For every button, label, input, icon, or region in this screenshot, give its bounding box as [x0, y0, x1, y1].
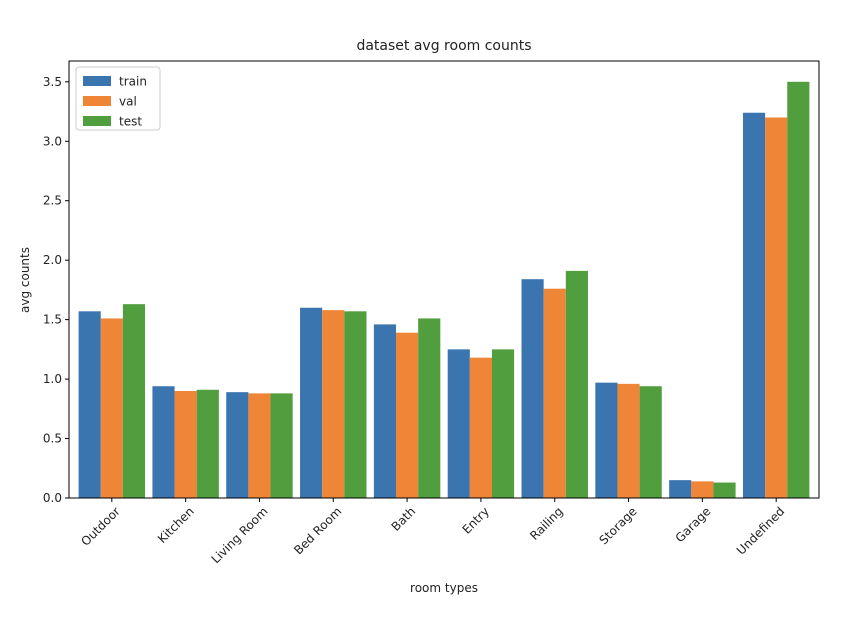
bar-train-storage: [595, 382, 618, 498]
bar-train-garage: [669, 480, 692, 498]
legend-label-test: test: [119, 115, 142, 129]
bar-test-kitchen: [196, 389, 219, 498]
bar-val-outdoor: [100, 318, 123, 498]
bar-test-garage: [713, 482, 736, 498]
bar-train-bed-room: [300, 307, 323, 498]
bar-test-railing: [565, 270, 588, 498]
bar-train-bath: [373, 324, 397, 498]
bar-val-entry: [469, 357, 492, 498]
y-tick-label: 0.5: [43, 432, 62, 446]
legend-label-val: val: [119, 95, 137, 109]
x-tick-label: Outdoor: [78, 504, 123, 549]
bar-test-living-room: [270, 393, 293, 498]
x-tick-label: Living Room: [209, 504, 271, 566]
legend-swatch-train: [83, 76, 111, 86]
bar-val-living-room: [248, 393, 271, 498]
bar-test-outdoor: [122, 304, 146, 498]
x-tick-label: Kitchen: [155, 504, 197, 546]
bar-test-bath: [418, 318, 441, 498]
bar-train-kitchen: [152, 386, 175, 498]
x-tick-label: Railing: [527, 504, 566, 543]
legend-label-train: train: [119, 75, 147, 89]
y-tick-label: 3.0: [43, 134, 62, 148]
y-tick-label: 2.5: [43, 194, 62, 208]
bar-val-bed-room: [322, 310, 345, 498]
x-tick-label: Bed Room: [291, 504, 344, 557]
bar-test-undefined: [787, 81, 810, 498]
x-tick-label: Garage: [673, 504, 714, 545]
bar-val-storage: [617, 383, 640, 498]
bar-val-railing: [543, 288, 566, 498]
bar-val-kitchen: [174, 390, 197, 498]
y-tick-label: 0.0: [43, 491, 62, 505]
x-tick-label: Bath: [389, 504, 419, 534]
bars-layer: [78, 81, 810, 498]
y-tick-label: 1.5: [43, 313, 62, 327]
legend-swatch-test: [83, 116, 111, 126]
x-tick-label: Storage: [597, 504, 640, 547]
bar-val-undefined: [765, 117, 788, 498]
x-tick-label: Entry: [460, 504, 492, 536]
legend: train val test: [75, 66, 161, 131]
bar-val-bath: [396, 332, 419, 498]
y-axis-label: avg counts: [18, 247, 32, 313]
bar-train-entry: [447, 349, 470, 498]
chart-title: dataset avg room counts: [356, 38, 531, 54]
bar-train-living-room: [226, 392, 249, 498]
bar-train-undefined: [742, 112, 766, 498]
y-tick-label: 3.5: [43, 75, 62, 89]
bar-test-entry: [491, 349, 515, 498]
x-tick-label: Undefined: [734, 504, 787, 557]
bar-test-bed-room: [344, 311, 367, 498]
legend-swatch-val: [83, 96, 111, 106]
x-axis-label: room types: [410, 581, 478, 595]
bar-train-railing: [521, 279, 544, 498]
bar-val-garage: [691, 481, 714, 498]
bar-train-outdoor: [78, 311, 101, 498]
plot-frame: [68, 60, 820, 499]
y-tick-label: 1.0: [43, 372, 62, 386]
y-tick-label: 2.0: [43, 253, 62, 267]
bar-test-storage: [639, 386, 662, 498]
